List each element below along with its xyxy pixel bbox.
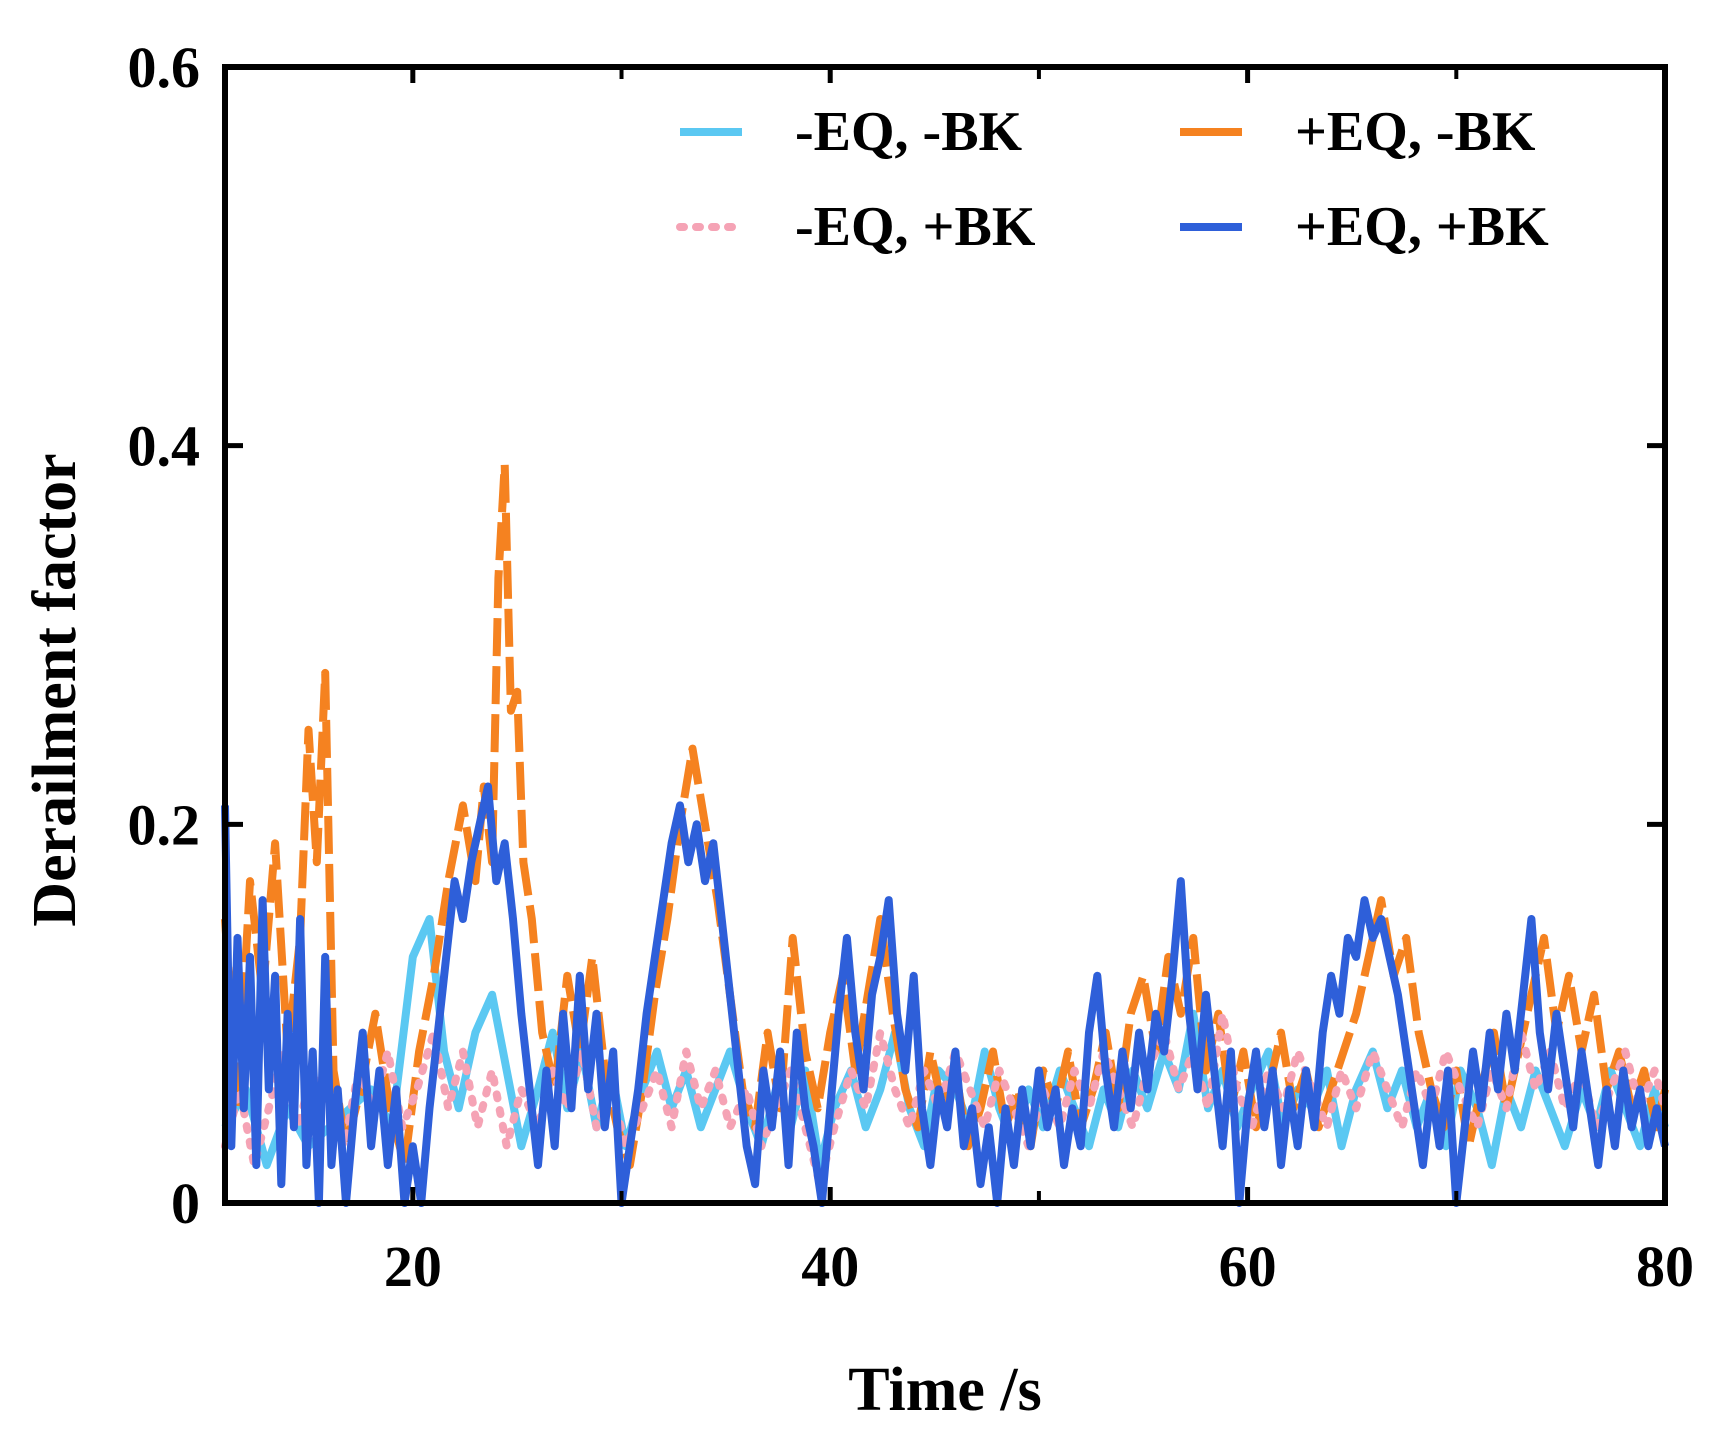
series-line-3 [221,1009,1669,1189]
y-axis-label: Derailment factor [21,453,89,926]
legend-label: +EQ, +BK [1295,196,1549,258]
x-tick-label: 60 [1219,1234,1277,1299]
axis-layer: 20 40 60 80 0 0.2 0.4 0.6 [128,35,1695,1299]
y-tick-label: 0.2 [128,792,201,857]
legend-label: -EQ, +BK [795,196,1036,258]
legend-label: -EQ, -BK [795,101,1023,163]
plot-frame [222,64,1668,1206]
y-tick-label: 0.6 [128,35,201,100]
x-axis-label: Time /s [848,1356,1041,1424]
series-layer [221,460,1669,1207]
series-line-4 [221,782,1669,1207]
x-tick-label: 80 [1636,1234,1694,1299]
x-tick-label: 20 [384,1234,442,1299]
y-tick-label: 0 [171,1171,200,1236]
y-tick-label: 0.4 [128,414,201,479]
legend: -EQ, -BK +EQ, -BK -EQ, +BK +EQ, +BK [676,101,1549,258]
legend-label: +EQ, -BK [1295,101,1536,163]
x-tick-label: 40 [801,1234,859,1299]
